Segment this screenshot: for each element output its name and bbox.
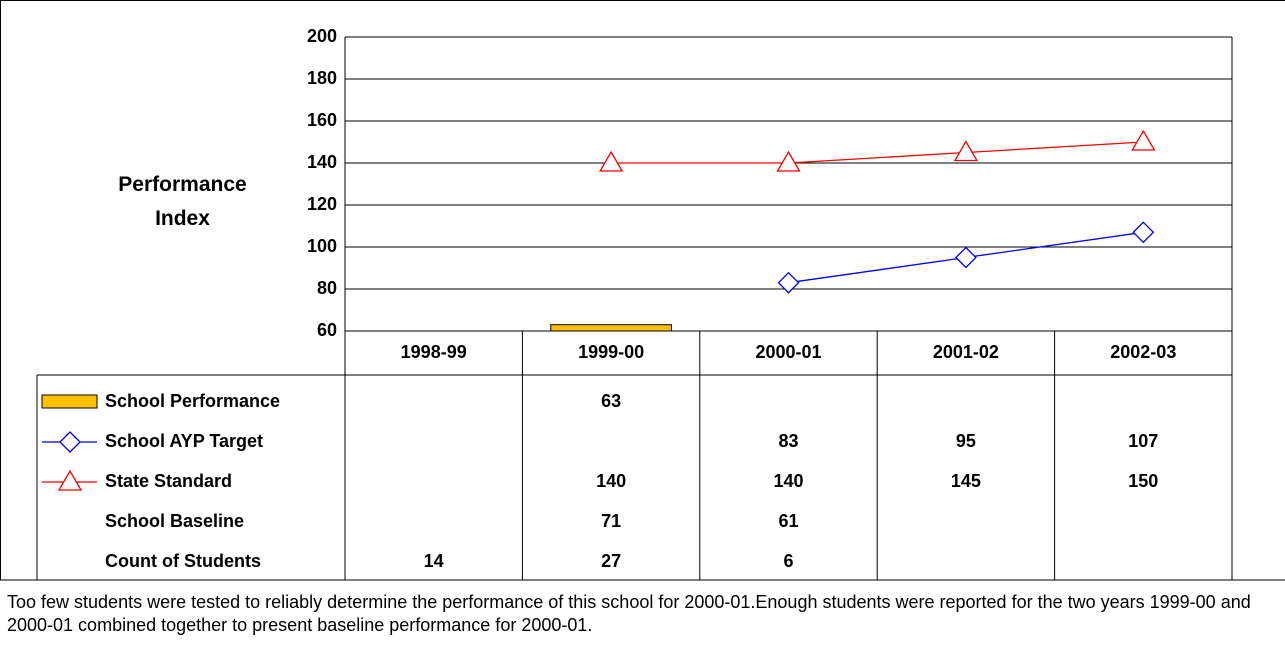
point (777, 271, 800, 294)
y-tick-label: 100 (307, 236, 337, 256)
table-value: 14 (424, 551, 444, 571)
point (954, 246, 977, 269)
y-tick-label: 120 (307, 194, 337, 214)
table-value: 61 (778, 511, 798, 531)
point (1131, 129, 1156, 151)
y-tick-label: 160 (307, 110, 337, 130)
table-value: 150 (1128, 471, 1158, 491)
legend-key (41, 394, 98, 409)
x-tick-label: 2000-01 (755, 342, 821, 362)
table-value: 140 (596, 471, 626, 491)
table-value: 6 (783, 551, 793, 571)
x-tick-label: 2001-02 (933, 342, 999, 362)
table-value: 71 (601, 511, 621, 531)
legend-label: School AYP Target (105, 431, 263, 451)
point (953, 140, 979, 162)
row-label: School Baseline (105, 511, 244, 531)
y-tick-label: 80 (317, 278, 337, 298)
table-value: 83 (778, 431, 798, 451)
table-value: 145 (951, 471, 981, 491)
legend-label: State Standard (105, 471, 232, 491)
y-axis-title: Performance Index (118, 173, 247, 230)
table-value: 140 (773, 471, 803, 491)
x-tick-label: 1999-00 (578, 342, 644, 362)
legend-marker (59, 431, 81, 453)
footnote: Too few students were tested to reliably… (7, 592, 1251, 635)
y-tick-label: 200 (307, 26, 337, 46)
x-tick-label: 1998-99 (401, 342, 467, 362)
table-value: 63 (601, 391, 621, 411)
y-tick-label: 180 (307, 68, 337, 88)
legend-label: School Performance (105, 391, 280, 411)
legend-marker (57, 469, 83, 491)
y-tick-label: 60 (317, 320, 337, 340)
point (776, 150, 801, 172)
table-value: 27 (601, 551, 621, 571)
x-tick-label: 2002-03 (1110, 342, 1176, 362)
table-value: 95 (956, 431, 976, 451)
line (611, 141, 1144, 164)
point (1132, 221, 1155, 244)
bar (550, 324, 672, 332)
table-value: 107 (1128, 431, 1158, 451)
row-label: Count of Students (105, 551, 261, 571)
frame (0, 0, 1285, 581)
point (598, 150, 624, 172)
y-tick-label: 140 (307, 152, 337, 172)
